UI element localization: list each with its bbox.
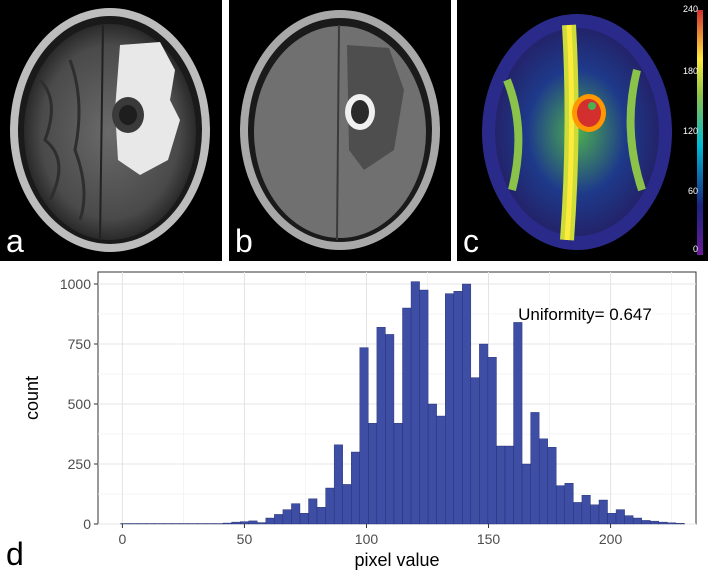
histogram-bar — [291, 503, 301, 525]
histogram-bar — [282, 509, 292, 525]
x-tick-label: 200 — [599, 531, 623, 547]
x-axis-label: pixel value — [354, 550, 439, 570]
mri-t1-contrast-image — [240, 10, 440, 250]
histogram-bar — [214, 523, 224, 525]
histogram-bar — [137, 523, 147, 525]
histogram-bar — [650, 520, 659, 525]
histogram-bar — [513, 322, 523, 525]
histogram-bar — [402, 307, 412, 525]
y-axis-ticks: 0 250 500 750 1000 — [60, 276, 98, 532]
colorbar-tick-120: 120 — [682, 126, 698, 136]
histogram-bar — [470, 377, 480, 525]
histogram-bar — [615, 509, 625, 525]
histogram-bar — [393, 422, 403, 525]
histogram-bar — [590, 504, 600, 525]
histogram-bar — [325, 487, 335, 525]
histogram-bar — [120, 523, 130, 525]
x-tick-label: 100 — [355, 531, 379, 547]
histogram-bar — [368, 422, 378, 525]
histogram-bar — [453, 291, 463, 525]
histogram-bar — [146, 523, 155, 525]
histogram-bar — [231, 521, 241, 525]
panel-label-d: d — [6, 536, 24, 572]
histogram-bar — [462, 283, 472, 525]
y-tick-label: 750 — [68, 336, 92, 352]
histogram-bar — [351, 451, 360, 525]
perfusion-color-map — [482, 10, 703, 255]
histogram-bar — [530, 412, 540, 525]
histogram-bar — [658, 521, 668, 525]
histogram-bar — [248, 520, 258, 525]
histogram-bar — [496, 445, 506, 525]
histogram-bar — [675, 523, 685, 525]
x-axis-ticks: 0 50 100 150 200 — [119, 524, 623, 547]
histogram-bar — [222, 522, 232, 525]
histogram-bar — [128, 523, 138, 525]
histogram-bar — [598, 499, 608, 525]
histogram-bar — [632, 517, 642, 525]
histogram-bar — [188, 523, 198, 525]
mri-panel-a: a — [0, 0, 222, 261]
histogram-bar — [342, 484, 352, 525]
histogram-bar — [427, 403, 437, 525]
histogram-bar — [163, 523, 173, 525]
colorbar-tick-240: 240 — [682, 4, 698, 14]
histogram-bar — [171, 523, 181, 525]
histogram-bar — [547, 446, 557, 525]
histogram-bar — [333, 444, 343, 525]
histogram-bar — [419, 289, 429, 525]
x-tick-label: 0 — [119, 531, 127, 547]
y-tick-label: 500 — [68, 396, 92, 412]
histogram-bar — [556, 485, 566, 525]
histogram-bar — [359, 347, 369, 525]
y-tick-label: 1000 — [60, 276, 91, 292]
uniformity-annotation: Uniformity= 0.647 — [518, 305, 652, 324]
histogram-bar — [504, 445, 514, 525]
histogram-bar — [205, 523, 215, 525]
bars — [120, 281, 685, 525]
histogram-bar — [538, 438, 548, 525]
histogram-bar — [436, 415, 446, 525]
histogram-bar — [376, 327, 386, 525]
histogram-bar — [581, 494, 591, 525]
colorbar-tick-60: 60 — [687, 186, 698, 196]
y-tick-label: 0 — [83, 516, 91, 532]
histogram-bar — [624, 515, 634, 525]
histogram-bar — [274, 514, 284, 525]
histogram-bar — [479, 343, 489, 525]
histogram-bar — [308, 498, 318, 525]
x-tick-label: 150 — [477, 531, 501, 547]
histogram-bar — [385, 334, 395, 525]
histogram-bar — [521, 463, 531, 525]
histogram-bar — [265, 517, 275, 525]
histogram-bar — [641, 520, 651, 525]
y-axis-label: count — [22, 376, 42, 420]
histogram-bar — [154, 523, 164, 525]
histogram-bar — [299, 512, 309, 525]
colorbar-tick-0: 0 — [692, 244, 698, 254]
histogram-bar — [607, 512, 617, 525]
panel-label-b: b — [235, 223, 253, 259]
panel-label-c: c — [463, 223, 479, 259]
panel-label-a: a — [6, 223, 24, 259]
mri-panel-b: b — [229, 0, 451, 261]
colorbar-tick-180: 180 — [682, 66, 698, 76]
histogram-bar — [667, 522, 677, 525]
y-tick-label: 250 — [68, 456, 92, 472]
histogram-bar — [564, 482, 574, 525]
histogram-bar — [573, 502, 583, 525]
histogram-bar — [239, 521, 249, 525]
x-tick-label: 50 — [237, 531, 253, 547]
histogram-bar — [180, 523, 190, 525]
histogram-bar — [257, 522, 267, 525]
histogram-bar — [316, 506, 326, 525]
histogram-bar — [197, 523, 207, 525]
histogram-bar — [445, 293, 454, 525]
histogram-bar — [487, 356, 497, 525]
mri-panel-c: 240 180 120 60 0 c — [457, 0, 708, 261]
pixel-histogram-chart: 0 50 100 150 200 0 250 500 750 1000 Uniformity= … — [22, 271, 697, 570]
histogram-bar — [410, 281, 420, 525]
mri-flair-image — [10, 8, 210, 252]
